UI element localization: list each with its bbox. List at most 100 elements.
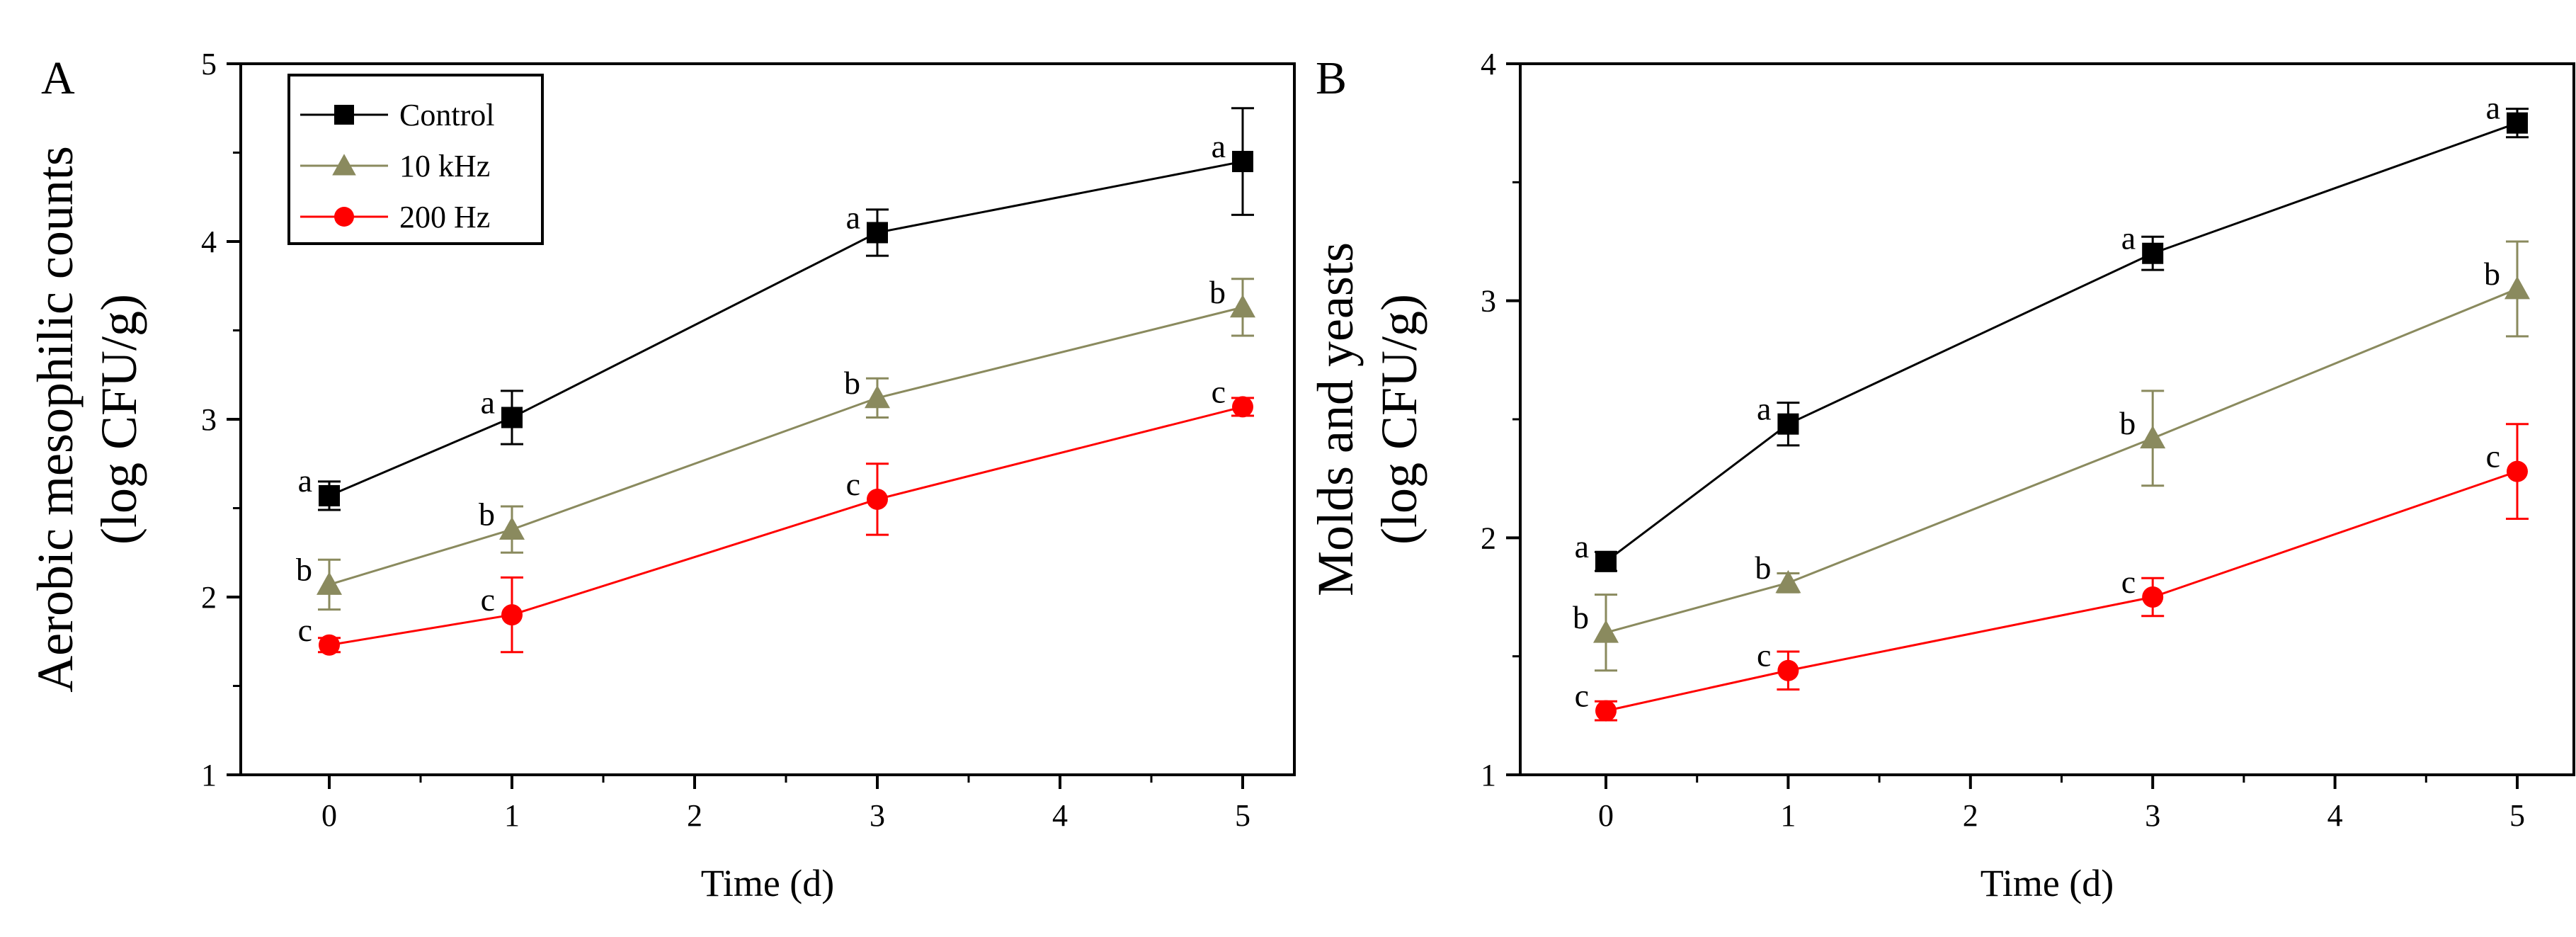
plot-frame	[1519, 62, 2575, 776]
significance-letter: b	[1573, 599, 1589, 635]
y-tick-label: 3	[201, 402, 217, 437]
significance-letter: a	[1212, 128, 1226, 164]
data-point-square	[319, 484, 340, 506]
y-axis-title-line2: (log CFU/g)	[91, 294, 147, 545]
significance-letter: b	[296, 551, 312, 587]
data-point-circle	[501, 604, 523, 626]
significance-letter: a	[846, 199, 860, 235]
significance-letter: c	[2486, 438, 2500, 475]
data-point-square	[1777, 413, 1799, 435]
significance-letter: b	[2119, 405, 2136, 441]
panel-b: 0 1 2 3 4 5 1 2 3 4 B Time (d) Molds and yeasts (log …	[1307, 47, 2575, 904]
series-line	[329, 160, 1243, 497]
series-control: a a a a	[298, 107, 1254, 511]
panel-label: A	[41, 52, 75, 104]
x-tick-label: 1	[1780, 798, 1796, 833]
y-tick-label: 2	[201, 580, 217, 615]
x-axis-title: Time (d)	[701, 862, 835, 904]
series-line	[1605, 288, 2518, 634]
y-tick-label: 1	[1481, 758, 1496, 793]
series-200-hz: c c c c	[298, 373, 1254, 656]
y-tick-label: 5	[201, 47, 217, 81]
data-point-circle	[1232, 396, 1253, 418]
legend-entry-10-khz: 10 kHz	[300, 149, 490, 183]
data-point-circle	[2507, 460, 2528, 482]
significance-letter: b	[479, 496, 495, 533]
legend-label: Control	[399, 98, 494, 132]
data-point-square	[334, 105, 354, 125]
series-line	[1605, 470, 2518, 712]
significance-letter: b	[1755, 550, 1771, 586]
x-tick-label: 3	[870, 798, 885, 833]
data-point-triangle	[1593, 620, 1619, 643]
significance-letter: a	[1575, 528, 1589, 564]
legend-label: 10 kHz	[399, 149, 490, 183]
significance-letter: b	[844, 365, 860, 401]
x-axis-title: Time (d)	[1981, 862, 2114, 904]
significance-letter: a	[298, 462, 312, 499]
significance-letter: c	[298, 612, 312, 648]
data-point-circle	[334, 207, 354, 227]
series-line	[1605, 122, 2518, 562]
x-tick-label: 0	[1598, 798, 1614, 833]
series-line	[329, 405, 1243, 647]
y-tick-label: 3	[1481, 284, 1496, 319]
data-point-square	[867, 222, 888, 244]
data-point-triangle	[317, 572, 342, 595]
y-tick-label: 1	[201, 758, 217, 793]
significance-letter: c	[1757, 637, 1771, 674]
data-point-triangle	[1230, 294, 1255, 318]
data-point-circle	[1595, 700, 1617, 722]
significance-letter: c	[481, 581, 495, 618]
significance-letter: b	[1209, 274, 1226, 310]
x-tick-label: 2	[687, 798, 702, 833]
y-axis-title-line1: Aerobic mesophilic counts	[27, 146, 84, 693]
x-tick-label: 4	[2327, 798, 2343, 833]
data-point-triangle	[332, 154, 356, 176]
significance-letter: a	[2486, 90, 2500, 126]
x-tick-label: 2	[1963, 798, 1978, 833]
data-point-triangle	[499, 516, 525, 540]
series-control: a a a a	[1575, 90, 2529, 572]
significance-letter: a	[1757, 391, 1771, 427]
panel-label: B	[1316, 52, 1347, 104]
data-point-square	[501, 407, 523, 428]
series-10-khz: b b b b	[296, 274, 1255, 611]
data-point-triangle	[2140, 425, 2166, 449]
y-tick-label: 4	[201, 225, 217, 259]
legend-label: 200 Hz	[399, 200, 490, 234]
data-point-square	[1595, 550, 1617, 572]
data-point-circle	[867, 488, 888, 510]
x-tick-label: 1	[504, 798, 520, 833]
data-point-triangle	[865, 385, 890, 409]
significance-letter: a	[2121, 220, 2136, 256]
significance-letter: c	[1575, 678, 1589, 714]
x-tick-label: 0	[321, 798, 337, 833]
x-tick-label: 3	[2145, 798, 2160, 833]
x-tick-label: 5	[1235, 798, 1250, 833]
significance-letter: b	[2484, 256, 2500, 292]
series-200-hz: c c c c	[1575, 423, 2529, 722]
data-point-circle	[319, 634, 340, 656]
series-line	[329, 306, 1243, 586]
x-tick-label: 5	[2509, 798, 2525, 833]
data-point-square	[2507, 112, 2528, 134]
significance-letter: c	[1212, 373, 1226, 409]
data-point-triangle	[1775, 569, 1801, 594]
series-10-khz: b b b b	[1573, 240, 2530, 672]
significance-letter: a	[481, 384, 495, 420]
legend-box	[287, 74, 544, 245]
y-tick-label: 2	[1481, 521, 1496, 555]
legend: Control 10 kHz 200 Hz	[287, 74, 544, 245]
data-point-circle	[1777, 659, 1799, 681]
y-axis-title-line1: Molds and yeasts	[1307, 242, 1364, 596]
data-point-triangle	[2504, 276, 2530, 300]
data-point-square	[2142, 242, 2164, 264]
panel-a: 0 1 2 3 4 5 1 2 3 4 5 A Time (d) Aerobic mesophilic c…	[27, 47, 1296, 904]
legend-entry-200-hz: 200 Hz	[300, 200, 490, 234]
significance-letter: c	[2121, 564, 2136, 600]
data-point-square	[1232, 151, 1253, 173]
y-axis-title-line2: (log CFU/g)	[1371, 294, 1427, 545]
